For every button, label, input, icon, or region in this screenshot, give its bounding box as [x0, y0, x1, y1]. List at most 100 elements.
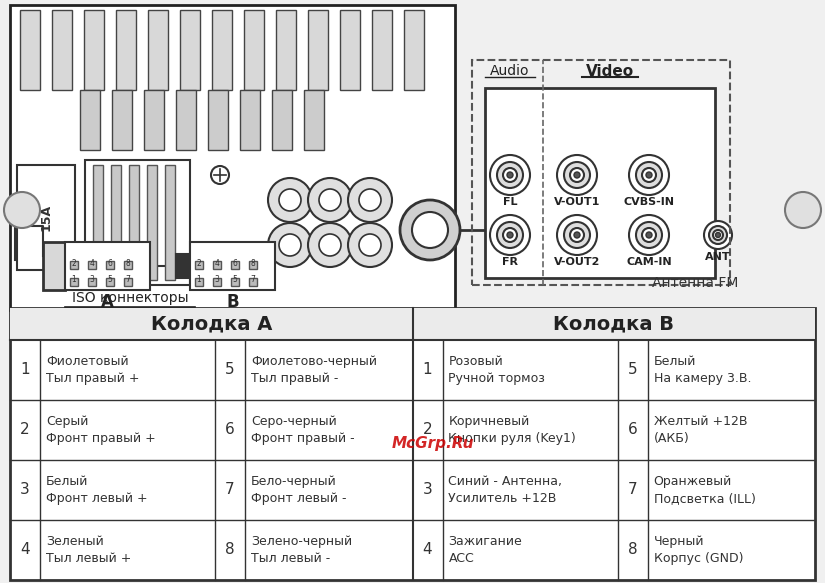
- Circle shape: [574, 172, 580, 178]
- Text: 8: 8: [628, 543, 637, 557]
- Circle shape: [709, 226, 727, 244]
- Text: Серо-черный
Фронт правый -: Серо-черный Фронт правый -: [251, 415, 355, 445]
- Circle shape: [497, 222, 523, 248]
- Text: 6: 6: [233, 258, 238, 268]
- Text: Белый
На камеру 3.В.: Белый На камеру 3.В.: [653, 355, 751, 385]
- Text: 8: 8: [225, 543, 235, 557]
- Circle shape: [279, 189, 301, 211]
- Circle shape: [507, 172, 513, 178]
- FancyBboxPatch shape: [213, 278, 221, 286]
- FancyBboxPatch shape: [70, 261, 78, 269]
- FancyBboxPatch shape: [10, 308, 815, 580]
- Circle shape: [785, 192, 821, 228]
- Text: B: B: [226, 293, 238, 311]
- Text: 6: 6: [628, 423, 638, 437]
- Circle shape: [629, 215, 669, 255]
- FancyBboxPatch shape: [485, 88, 715, 278]
- Text: CAM-IN: CAM-IN: [626, 257, 672, 267]
- Text: Белый
Фронт левый +: Белый Фронт левый +: [46, 475, 148, 505]
- Circle shape: [646, 232, 652, 238]
- Text: 7: 7: [125, 276, 130, 285]
- FancyBboxPatch shape: [93, 165, 103, 280]
- Circle shape: [497, 162, 523, 188]
- Text: 8: 8: [125, 258, 130, 268]
- Circle shape: [308, 178, 352, 222]
- Text: 8: 8: [251, 258, 256, 268]
- Circle shape: [646, 172, 652, 178]
- Text: Колодка A: Колодка A: [150, 314, 272, 333]
- FancyBboxPatch shape: [165, 165, 175, 280]
- Circle shape: [279, 234, 301, 256]
- Text: 3: 3: [422, 483, 432, 497]
- Text: ANT: ANT: [705, 252, 731, 262]
- Circle shape: [564, 162, 590, 188]
- Circle shape: [642, 168, 656, 182]
- Circle shape: [507, 232, 513, 238]
- Circle shape: [570, 168, 584, 182]
- FancyBboxPatch shape: [372, 10, 392, 90]
- FancyBboxPatch shape: [304, 90, 324, 150]
- FancyBboxPatch shape: [124, 261, 132, 269]
- Text: 5: 5: [225, 363, 235, 378]
- FancyBboxPatch shape: [106, 261, 114, 269]
- Circle shape: [268, 223, 312, 267]
- Text: 1: 1: [196, 276, 201, 285]
- FancyBboxPatch shape: [52, 10, 72, 90]
- FancyBboxPatch shape: [195, 278, 203, 286]
- FancyBboxPatch shape: [111, 165, 121, 280]
- FancyBboxPatch shape: [43, 242, 65, 290]
- Text: Розовый
Ручной тормоз: Розовый Ручной тормоз: [449, 355, 545, 385]
- FancyBboxPatch shape: [129, 165, 139, 280]
- Circle shape: [503, 228, 517, 242]
- Text: 5: 5: [233, 276, 238, 285]
- FancyBboxPatch shape: [85, 160, 190, 285]
- Circle shape: [359, 234, 381, 256]
- Text: 2: 2: [196, 258, 201, 268]
- Text: 1: 1: [20, 363, 30, 378]
- Circle shape: [636, 162, 662, 188]
- FancyBboxPatch shape: [116, 10, 136, 90]
- FancyBboxPatch shape: [249, 261, 257, 269]
- Text: 1: 1: [72, 276, 77, 285]
- FancyBboxPatch shape: [249, 278, 257, 286]
- Text: McGrp.Ru: McGrp.Ru: [391, 436, 474, 451]
- Text: 7: 7: [225, 483, 235, 497]
- Text: Серый
Фронт правый +: Серый Фронт правый +: [46, 415, 156, 445]
- Circle shape: [642, 228, 656, 242]
- Circle shape: [348, 223, 392, 267]
- Text: Антенна FM: Антенна FM: [652, 276, 738, 290]
- FancyBboxPatch shape: [231, 261, 239, 269]
- Text: 2: 2: [20, 423, 30, 437]
- Circle shape: [319, 234, 341, 256]
- Bar: [412, 308, 815, 340]
- FancyBboxPatch shape: [124, 278, 132, 286]
- Circle shape: [4, 192, 40, 228]
- Circle shape: [570, 228, 584, 242]
- FancyBboxPatch shape: [190, 242, 275, 290]
- FancyBboxPatch shape: [147, 165, 157, 280]
- Text: Фиолетово-черный
Тыл правый -: Фиолетово-черный Тыл правый -: [251, 355, 377, 385]
- Text: 7: 7: [628, 483, 637, 497]
- Circle shape: [557, 155, 597, 195]
- Text: 15A: 15A: [40, 204, 53, 231]
- FancyBboxPatch shape: [276, 10, 296, 90]
- Text: Оранжевый
Подсветка (ILL): Оранжевый Подсветка (ILL): [653, 475, 756, 505]
- FancyBboxPatch shape: [244, 10, 264, 90]
- Text: Зеленый
Тыл левый +: Зеленый Тыл левый +: [46, 535, 131, 565]
- Circle shape: [636, 222, 662, 248]
- Circle shape: [412, 212, 448, 248]
- Text: 5: 5: [628, 363, 637, 378]
- Circle shape: [704, 221, 732, 249]
- Text: Колодка B: Колодка B: [554, 314, 674, 333]
- Text: V-OUT1: V-OUT1: [554, 197, 601, 207]
- Text: 2: 2: [422, 423, 432, 437]
- Text: Желтый +12В
(АКБ): Желтый +12В (АКБ): [653, 415, 747, 445]
- Text: 5: 5: [107, 276, 112, 285]
- Text: 7: 7: [251, 276, 256, 285]
- Circle shape: [557, 215, 597, 255]
- Text: ISO коннекторы: ISO коннекторы: [72, 291, 188, 305]
- Circle shape: [319, 189, 341, 211]
- FancyBboxPatch shape: [208, 90, 228, 150]
- Text: 6: 6: [107, 258, 112, 268]
- Text: Черный
Корпус (GND): Черный Корпус (GND): [653, 535, 743, 565]
